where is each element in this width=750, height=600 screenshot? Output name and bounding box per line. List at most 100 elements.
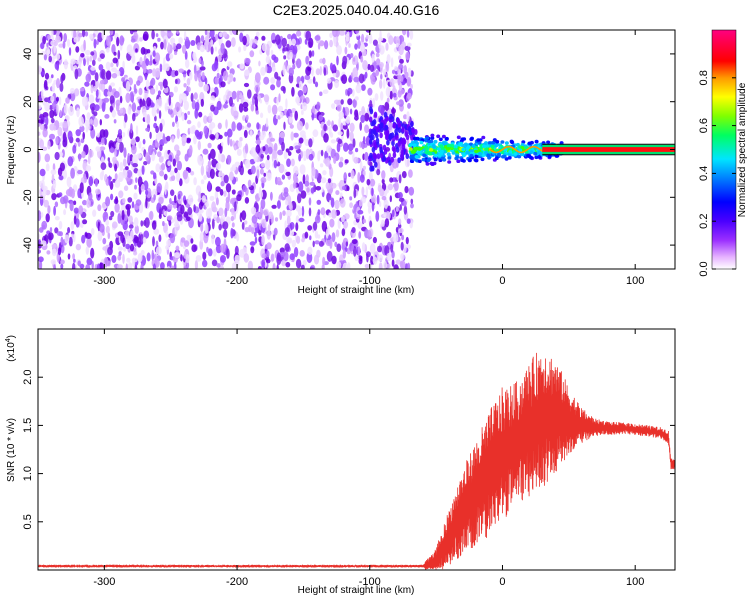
spectrogram-noise-blob (355, 30, 359, 34)
spectrogram-noise-blob (163, 210, 168, 216)
spectrogram-noise-blob (284, 243, 290, 252)
spectrogram-noise-blob (137, 176, 143, 188)
spectrogram-noise-blob (142, 31, 149, 41)
spectrogram-noise-blob (118, 190, 124, 199)
spectrogram-noise-blob (202, 148, 209, 155)
spectrogram-noise-blob (187, 167, 192, 173)
spectrogram-noise-blob (210, 95, 216, 101)
spectrogram-noise-blob (247, 89, 252, 99)
spectrogram-noise-blob (239, 63, 245, 70)
spectrogram-signal-blob (518, 148, 523, 153)
spectrogram-noise-blob (186, 119, 192, 125)
spectrogram-noise-blob (216, 72, 220, 79)
spectrogram-noise-blob (320, 177, 327, 184)
spectrogram-noise-blob (93, 117, 99, 128)
spectrogram-noise-blob (308, 50, 312, 58)
spectrogram-noise-blob (123, 147, 127, 159)
spectrogram-noise-blob (286, 43, 290, 52)
spectrogram-noise-blob (215, 162, 222, 170)
spectrogram-noise-blob (145, 152, 150, 162)
spectrogram-noise-blob (133, 251, 138, 256)
spectrogram-signal-blob (436, 134, 441, 139)
spectrogram-signal-blob (495, 139, 500, 144)
spectrogram-noise-blob (186, 261, 190, 269)
spectrogram-signal-blob (474, 154, 479, 159)
spectrogram-noise-blob (305, 122, 309, 130)
spectrogram-noise-blob (366, 253, 369, 263)
spectrogram-noise-blob (371, 201, 375, 212)
spectrogram-noise-blob (135, 199, 142, 207)
spectrogram-noise-blob (345, 37, 350, 42)
spectrogram-noise-blob (107, 157, 111, 162)
spectrogram-noise-blob (133, 192, 138, 200)
spectrogram-signal-blob (417, 147, 422, 151)
spectrogram-noise-blob (253, 231, 257, 238)
spectrogram-noise-blob (159, 170, 165, 177)
spectrogram-noise-blob (291, 239, 296, 248)
spectrogram-noise-blob (389, 90, 393, 100)
spectrogram-noise-blob (345, 89, 348, 96)
spectrogram-noise-blob (176, 128, 180, 140)
spectrogram-noise-blob (193, 64, 197, 75)
spectrogram-noise-blob (157, 37, 161, 42)
spectrogram-noise-blob (392, 85, 396, 93)
spectrogram-signal-blob (411, 150, 416, 154)
y-multiplier-exponent: 4 (5, 338, 12, 342)
spectrogram-noise-blob (298, 137, 304, 144)
spectrogram-noise-blob (203, 204, 206, 210)
spectrogram-onset-blob (395, 146, 400, 153)
spectrogram-noise-blob (260, 66, 266, 76)
spectrogram-noise-blob (153, 194, 156, 201)
spectrogram-noise-blob (130, 123, 133, 134)
spectrogram-noise-blob (60, 259, 65, 265)
spectrogram-noise-blob (39, 139, 44, 149)
spectrogram-noise-blob (361, 33, 365, 44)
spectrogram-noise-blob (41, 220, 48, 230)
spectrogram-noise-blob (231, 90, 237, 100)
spectrogram-noise-blob (101, 102, 106, 113)
spectrogram-noise-blob (376, 194, 380, 205)
spectrogram-noise-blob (142, 138, 146, 145)
spectrogram-noise-blob (149, 87, 156, 95)
spectrogram-noise-blob (270, 253, 275, 262)
colorbar-tick-label: 0.4 (698, 166, 710, 181)
spectrogram-noise-blob (331, 103, 336, 109)
spectrogram-noise-blob (53, 125, 57, 131)
spectrogram-noise-blob (214, 46, 218, 52)
spectrogram-noise-blob (400, 241, 404, 251)
spectrogram-noise-blob (337, 138, 343, 144)
spectrogram-noise-blob (322, 57, 326, 65)
spectrogram-noise-blob (68, 105, 75, 116)
spectrogram-signal-blob (480, 157, 485, 162)
spectrogram-noise-blob (54, 216, 60, 221)
spectrogram-noise-blob (125, 80, 131, 92)
spectrogram-noise-blob (268, 211, 274, 219)
spectrogram-noise-blob (386, 97, 390, 103)
spectrogram-noise-blob (305, 30, 312, 41)
spectrogram-signal-blob (412, 143, 417, 148)
spectrogram-noise-blob (141, 61, 146, 69)
spectrogram-noise-blob (342, 55, 348, 66)
spectrogram-noise-blob (284, 227, 290, 237)
spectrogram-noise-blob (60, 236, 64, 246)
spectrogram-onset-blob (372, 139, 377, 146)
spectrogram-noise-blob (176, 214, 183, 222)
spectrogram-noise-blob (385, 211, 391, 221)
spectrogram-noise-blob (106, 35, 110, 47)
spectrogram-noise-blob (124, 113, 128, 123)
spectrogram-noise-blob (117, 254, 122, 261)
spectrogram-noise-blob (349, 131, 354, 142)
spectrogram-noise-blob (364, 263, 370, 269)
spectrogram-onset-blob (369, 106, 373, 113)
spectrogram-noise-blob (99, 53, 105, 59)
spectrogram-noise-blob (111, 67, 118, 73)
spectrogram-signal-blob (444, 136, 449, 141)
spectrogram-noise-blob (378, 201, 382, 207)
spectrogram-signal-blob (429, 147, 434, 152)
spectrogram-noise-blob (200, 35, 205, 43)
spectrogram-signal-blob (470, 136, 474, 141)
spectrogram-noise-blob (283, 151, 288, 160)
spectrogram-noise-blob (178, 37, 183, 45)
spectrogram-signal-blob (477, 141, 482, 145)
spectrogram-noise-blob (127, 197, 133, 203)
